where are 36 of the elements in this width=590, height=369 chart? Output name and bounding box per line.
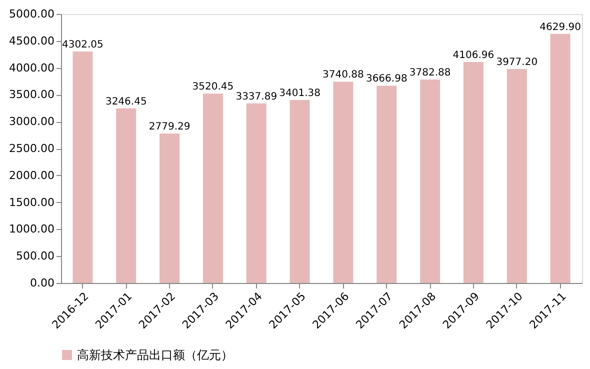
y-tick-label: 500.00 xyxy=(16,250,54,263)
bar xyxy=(246,103,266,283)
y-tick-label: 3500.00 xyxy=(9,88,54,102)
bar xyxy=(376,86,397,283)
y-tick-label: 1500.00 xyxy=(9,196,54,209)
data-label: 3666.98 xyxy=(366,74,408,85)
data-label: 2779.29 xyxy=(148,121,190,132)
data-label: 4302.05 xyxy=(62,40,104,51)
y-tick-label: 4500.00 xyxy=(9,34,54,48)
bar xyxy=(72,52,93,283)
bar xyxy=(116,108,136,283)
y-tick-label: 0.00 xyxy=(30,276,54,290)
data-label: 3401.38 xyxy=(279,88,320,100)
data-label: 3246.45 xyxy=(105,96,147,108)
bar xyxy=(290,100,310,283)
data-label: 3740.88 xyxy=(322,70,364,81)
y-tick-label: 2500.00 xyxy=(9,142,54,155)
bar xyxy=(160,133,180,283)
bar xyxy=(420,79,440,283)
y-tick-label: 1000.00 xyxy=(9,222,54,236)
bar xyxy=(550,34,570,283)
legend-label: 高新技术产品出口额（亿元） xyxy=(77,348,233,362)
y-tick-label: 4000.00 xyxy=(9,61,54,74)
data-label: 3520.45 xyxy=(192,82,234,93)
y-tick-label: 3000.00 xyxy=(9,115,54,128)
bar xyxy=(202,94,223,283)
data-label: 4106.96 xyxy=(452,50,494,62)
y-tick-label: 2000.00 xyxy=(9,168,54,182)
data-label: 3782.88 xyxy=(409,67,451,78)
y-tick-label: 5000.00 xyxy=(9,8,54,20)
bar xyxy=(463,62,484,283)
data-label: 3977.20 xyxy=(496,57,538,68)
bar xyxy=(333,82,354,283)
data-label: 4629.90 xyxy=(540,22,581,33)
data-label: 3337.89 xyxy=(236,91,278,102)
bar xyxy=(506,69,527,283)
